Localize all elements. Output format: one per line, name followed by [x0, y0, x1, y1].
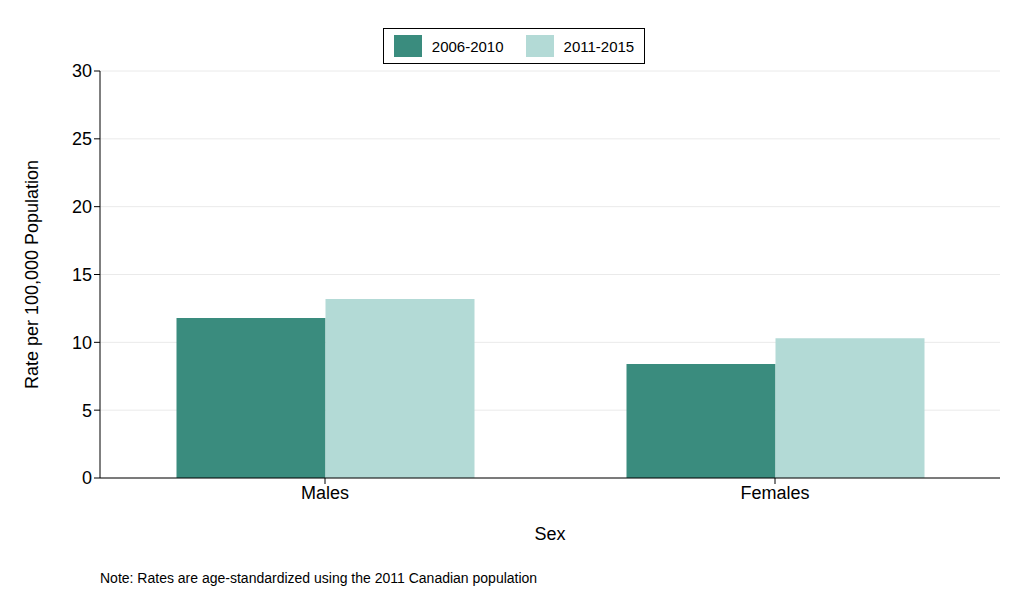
svg-text:15: 15: [72, 265, 92, 285]
svg-text:10: 10: [72, 333, 92, 353]
svg-text:25: 25: [72, 129, 92, 149]
svg-text:5: 5: [82, 401, 92, 421]
html-text:Note: Rates are age-standardiz: Note: Rates are age-standardized using t…: [100, 570, 538, 586]
html-text:2006-2010: 2006-2010: [431, 37, 504, 55]
svg-text:30: 30: [72, 61, 92, 81]
svg-text:Females: Females: [740, 483, 809, 503]
svg-text:Rate per 100,000 Population: Rate per 100,000 Population: [22, 160, 42, 389]
svg-text:20: 20: [72, 197, 92, 217]
html-text:2011-2015: 2011-2015: [563, 37, 635, 55]
svg-text:Males: Males: [301, 483, 349, 503]
svg-text:0: 0: [82, 468, 92, 488]
svg-text:Sex: Sex: [534, 524, 565, 544]
